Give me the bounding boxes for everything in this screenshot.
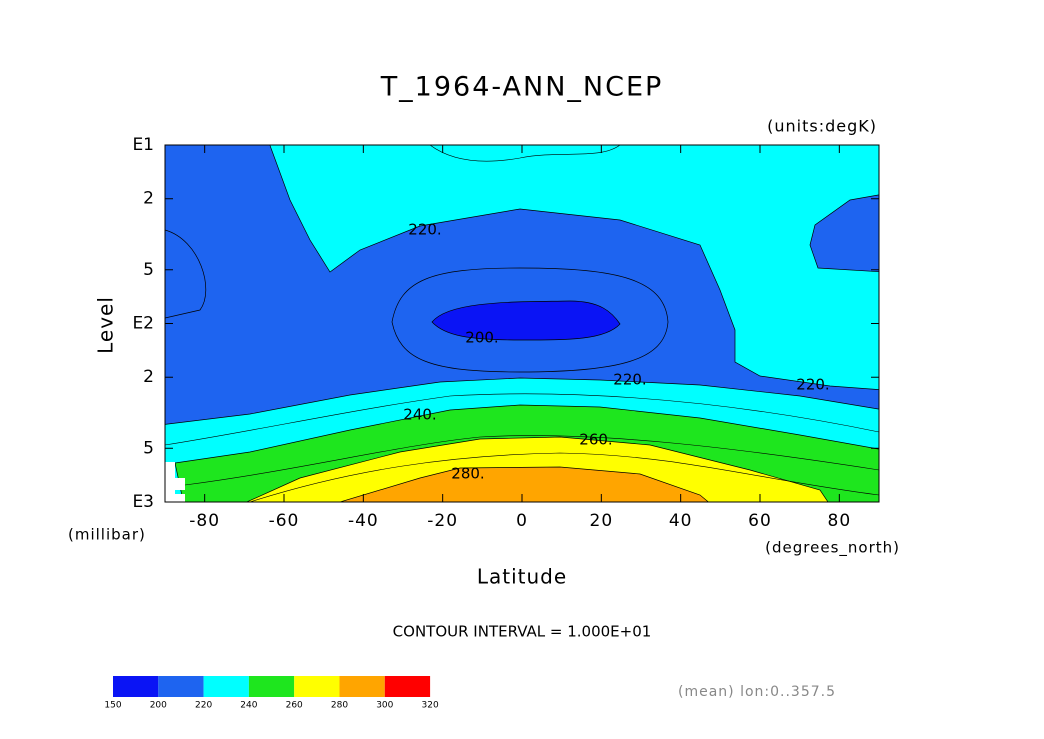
x-tick-label: -40 — [348, 511, 379, 531]
colorbar-swatch — [294, 676, 340, 697]
contour-line — [429, 145, 621, 162]
colorbar-label: 260 — [286, 701, 303, 711]
x-tick-label: -20 — [427, 511, 458, 531]
colorbar-swatch — [248, 676, 295, 697]
missing-data — [165, 494, 185, 502]
x-tick-label: 20 — [590, 511, 614, 531]
y-tick-label: 2 — [143, 189, 154, 209]
colorbar-label: 300 — [376, 701, 393, 711]
contour-region — [431, 300, 621, 341]
colorbar-swatch — [203, 676, 249, 697]
y-tick-label: E1 — [132, 135, 154, 155]
contour-line — [391, 267, 669, 373]
x-axis-title: Latitude — [477, 565, 567, 589]
contour-field: 220. 200. 220. 220. 240. 260. 280. — [165, 145, 879, 502]
y-axis-title: Level — [94, 296, 118, 354]
contour-label: 200. — [465, 329, 498, 347]
y-units: (millibar) — [68, 526, 146, 544]
contour-label: 240. — [403, 406, 436, 424]
x-units: (degrees_north) — [765, 539, 900, 558]
contour-label: 220. — [408, 221, 441, 239]
colorbar-label: 150 — [104, 701, 121, 711]
contour-label: 220. — [613, 371, 646, 389]
contour-region — [338, 466, 709, 502]
colorbar-label: 200 — [150, 701, 167, 711]
contour-region — [269, 145, 879, 390]
x-tick-label: -60 — [269, 511, 300, 531]
missing-data — [175, 478, 185, 490]
colorbar-swatch — [339, 676, 385, 697]
colorbar-swatch — [113, 676, 159, 697]
x-tick-label: 40 — [669, 511, 693, 531]
contour-line — [249, 452, 879, 502]
contour-line — [165, 229, 207, 319]
colorbar-swatch — [384, 676, 431, 697]
contour-line — [184, 435, 879, 486]
missing-data — [165, 462, 175, 502]
contour-line — [165, 393, 879, 446]
y-tick-label: 2 — [143, 367, 154, 387]
contour-region — [809, 194, 879, 273]
x-tick-label: -80 — [189, 511, 220, 531]
y-tick-label: 5 — [143, 260, 154, 280]
contour-interval: CONTOUR INTERVAL = 1.000E+01 — [393, 623, 652, 641]
chart-title: T_1964-ANN_NCEP — [380, 72, 664, 103]
colorbar-label: 240 — [240, 701, 257, 711]
colorbar-swatch — [158, 676, 204, 697]
contour-label: 260. — [579, 431, 612, 449]
colorbar-label: 280 — [331, 701, 348, 711]
contour-label: 280. — [451, 465, 484, 483]
colorbar-label: 320 — [422, 701, 439, 711]
footer-note: (mean) lon:0..357.5 — [678, 684, 836, 700]
units-label: (units:degK) — [767, 117, 877, 136]
colorbar-label: 220 — [195, 701, 212, 711]
x-tick-label: 80 — [828, 511, 852, 531]
y-tick-label: 5 — [143, 438, 154, 458]
x-tick-label: 60 — [748, 511, 772, 531]
y-tick-label: E3 — [132, 492, 154, 512]
x-tick-label: 0 — [516, 511, 528, 531]
y-tick-label: E2 — [132, 314, 154, 334]
contour-label: 220. — [796, 376, 829, 394]
